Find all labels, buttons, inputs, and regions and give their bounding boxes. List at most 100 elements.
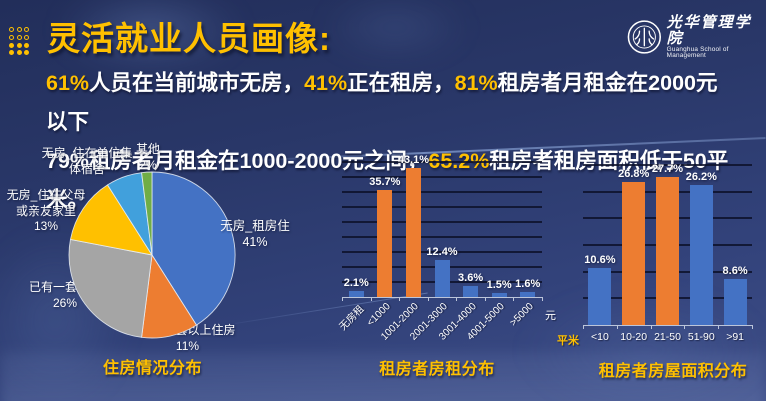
dot [9, 34, 15, 41]
bar: 1.5% [487, 279, 512, 297]
axis-category-label: 10-20 [620, 331, 648, 343]
logo-english-name: Guanghua School of Management [666, 45, 729, 60]
dots-grid-icon [9, 27, 30, 56]
axis-tick [370, 297, 372, 301]
dot [16, 34, 22, 41]
axis-category-label: <10 [590, 331, 609, 343]
background-glow [320, 0, 470, 60]
pie-slice-label: 无房_住在单位集 体宿舍 [41, 146, 133, 176]
pie-slice-label: 其他 2% [135, 142, 160, 172]
axis-category-label: 21-50 [654, 331, 681, 343]
bar: 8.6% [723, 265, 748, 325]
grid-line [342, 236, 542, 239]
pie-slice [70, 184, 153, 256]
bar: 26.8% [618, 168, 649, 325]
size-chart-title: 租房者房屋面积分布 [598, 363, 748, 380]
bar-value-label: 8.6% [722, 265, 748, 278]
axis-tick [616, 325, 618, 329]
pie-slice [68, 239, 153, 338]
axis-tick [484, 297, 486, 301]
bar-value-label: 12.4% [426, 245, 458, 258]
bar-value-label: 27.7% [651, 163, 684, 176]
bar: 43.1% [398, 154, 429, 297]
grid-line [583, 164, 752, 166]
axis-category-label: 51-90 [687, 331, 715, 343]
grid-line [342, 191, 542, 193]
bar-chart-area-size: 10.6% <10 26.8% 10-20 27.7% 21-50 26.2% 51-90 8.… [555, 150, 766, 401]
university-logo: 光华管理学院 Guanghua School of Management [627, 13, 766, 60]
summary-line-1: 61%人员在当前城市无房，41%正在租房，81%租房者月租金在2000元以下 [46, 64, 736, 142]
axis-tick [513, 297, 515, 301]
bar: 1.6% [515, 278, 540, 297]
page-title: 灵活就业人员画像: [47, 20, 331, 57]
bar-value-label: 26.2% [685, 171, 717, 184]
size-plot-area: 10.6% <10 26.8% 10-20 27.7% 21-50 26.2% 51-90 8.… [583, 163, 753, 343]
dot [16, 27, 22, 33]
dot [24, 50, 29, 56]
dot [24, 34, 30, 41]
dot [16, 50, 22, 56]
bar-value-label: 35.7% [369, 175, 401, 188]
summary-segment: 租房者月租金在2000元以下 [46, 71, 718, 134]
size-axis-unit-label: 平米 [557, 335, 579, 347]
pie-slice [151, 171, 236, 326]
grid-line [342, 176, 542, 179]
dot [24, 42, 29, 48]
axis-tick [427, 297, 429, 301]
grid-line [342, 206, 542, 209]
bar: 12.4% [426, 246, 458, 297]
axis-tick [718, 325, 720, 329]
summary-segment: 人员在当前城市无房， [89, 71, 305, 95]
pku-seal-icon [627, 20, 661, 55]
axis-tick [342, 297, 343, 301]
bar: 26.2% [686, 171, 717, 325]
bar-value-label: 10.6% [584, 254, 616, 267]
summary-line-2: 79%租房者月租金在1000-2000元之间，65.2%租房者租房面积低于50平… [46, 142, 736, 220]
highlight-stat: 81% [454, 71, 498, 95]
bar-value-label: 2.1% [343, 276, 369, 289]
pie-slice-label: 无房_住在父母 或亲友家里 13% [6, 188, 86, 234]
pie-slice [141, 171, 153, 256]
grid-line [342, 251, 542, 254]
dot [24, 27, 30, 33]
rent-chart-title: 租房者房租分布 [379, 361, 495, 378]
axis-tick [542, 297, 543, 301]
axis-tick [456, 297, 458, 301]
axis-category-label: >91 [726, 331, 744, 343]
logo-chinese-name: 光华管理学院 [666, 13, 752, 47]
highlight-stat: 41% [304, 71, 348, 95]
bar-value-label: 1.5% [486, 278, 512, 291]
rent-axis-unit-label: 元 [545, 310, 556, 322]
housing-pie [68, 171, 236, 339]
dot [16, 42, 22, 48]
pie-slice-label: 无房_租房住 41% [220, 219, 290, 250]
bar-value-label: 3.6% [458, 272, 484, 285]
bar: 35.7% [369, 176, 400, 297]
bar-value-label: 1.6% [515, 278, 541, 291]
axis-tick [583, 325, 584, 329]
bar: 3.6% [458, 272, 483, 297]
summary-segment: 正在租房， [347, 71, 455, 95]
axis-tick [399, 297, 401, 301]
bar-chart-rent: 2.1% 无房租 35.7% <1000 43.1% 1001-2000 12.4% 2001… [337, 148, 559, 400]
bar-value-label: 26.8% [618, 168, 650, 181]
axis-tick [650, 325, 652, 329]
axis-tick [752, 325, 753, 329]
dot [9, 27, 15, 33]
grid-line [342, 161, 542, 163]
dot [9, 50, 14, 56]
summary-text: 61%人员在当前城市无房，41%正在租房，81%租房者月租金在2000元以下 7… [46, 64, 736, 220]
dot [9, 42, 14, 48]
bar: 27.7% [652, 163, 683, 325]
rent-plot-area: 2.1% 无房租 35.7% <1000 43.1% 1001-2000 12.4% 2001… [338, 154, 543, 343]
highlight-stat: 61% [46, 71, 90, 95]
pie-chart-title: 住房情况分布 [102, 360, 202, 377]
grid-line [342, 221, 542, 223]
axis-category-label: >5000 [507, 301, 536, 329]
axis-tick [684, 325, 686, 329]
bar: 10.6% [584, 254, 615, 325]
axis-category-label: 无房租 [337, 303, 367, 333]
bar: 2.1% [344, 277, 369, 297]
bar-value-label: 43.1% [397, 153, 430, 166]
